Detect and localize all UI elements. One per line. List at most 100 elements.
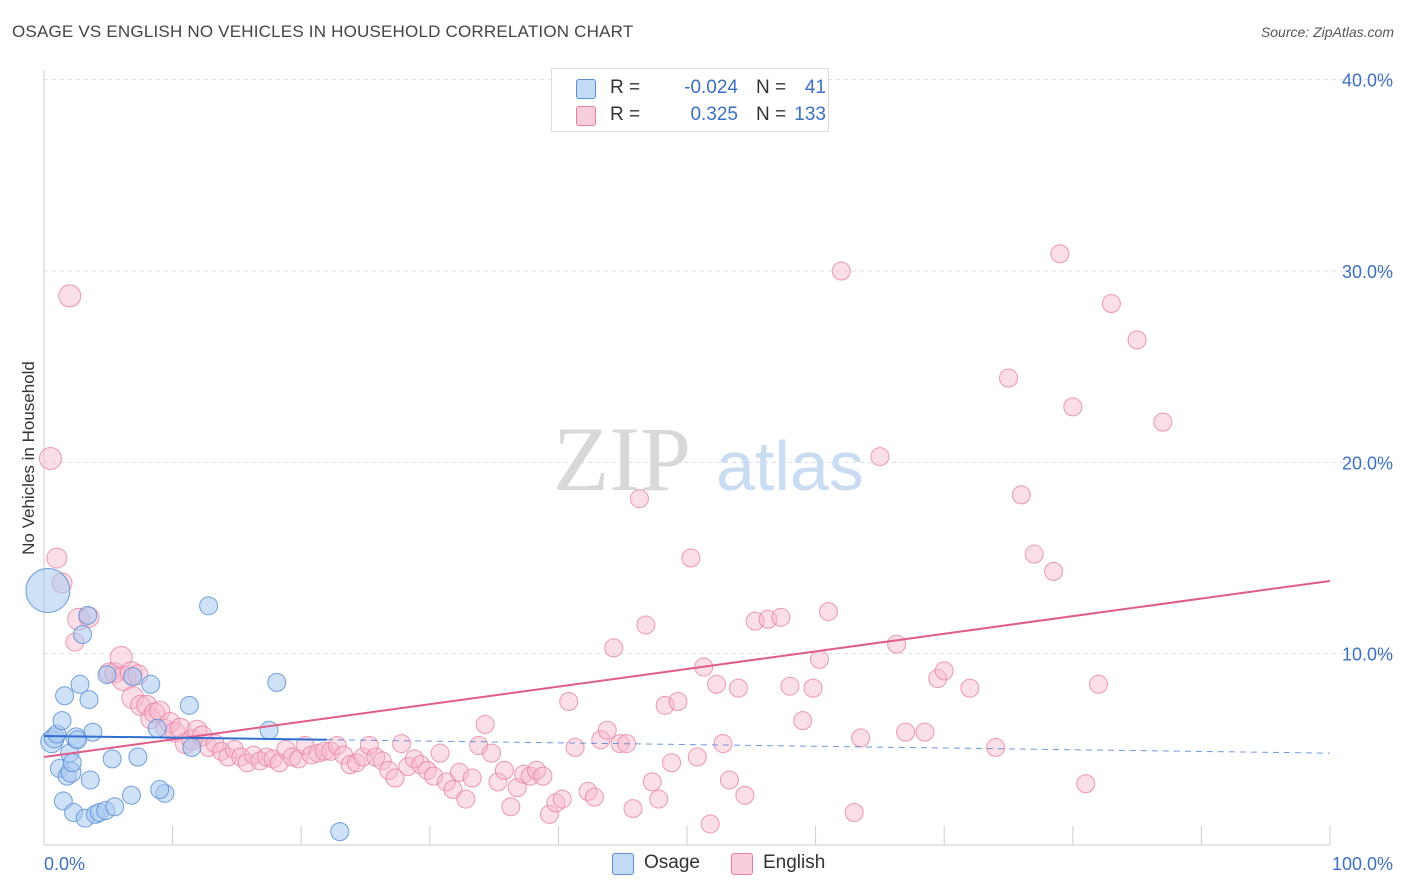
osage-point (259, 720, 279, 740)
english-point (533, 766, 553, 786)
osage-trend-line (43, 734, 327, 741)
osage-point (70, 674, 90, 694)
x-tick-label: 0.0% (44, 854, 85, 874)
english-point (539, 804, 559, 824)
english-point (719, 770, 739, 790)
english-point (818, 602, 838, 622)
y-tick-label: 20.0% (1342, 453, 1393, 473)
english-point (327, 736, 347, 756)
english-point (728, 678, 748, 698)
english-point (1063, 397, 1083, 417)
osage-point (62, 753, 82, 773)
english-point (870, 447, 890, 467)
osage-point (55, 686, 75, 706)
english-point (687, 747, 707, 767)
legend: R = -0.024 N = 41 R = 0.325 N = 133 (551, 68, 829, 132)
english-point (999, 368, 1018, 388)
bottom-legend-osage-label: Osage (644, 852, 700, 873)
english-point (256, 747, 276, 767)
chart-title: OSAGE VS ENGLISH NO VEHICLES IN HOUSEHOL… (12, 22, 634, 41)
osage-point (150, 780, 170, 800)
english-point (501, 797, 521, 817)
english-point (1153, 412, 1173, 432)
english-series (38, 244, 1173, 834)
english-point (636, 615, 656, 635)
trend-lines (43, 579, 1331, 758)
english-point (934, 661, 954, 681)
english-point (668, 692, 688, 711)
english-point (649, 789, 669, 809)
osage-point (182, 737, 202, 757)
english-point (803, 678, 823, 698)
osage-swatch (576, 79, 596, 99)
osage-swatch (612, 853, 634, 875)
english-point (928, 669, 948, 689)
english-point (809, 649, 829, 669)
osage-point (179, 695, 199, 715)
watermark-zip: ZIP (553, 408, 691, 510)
english-point (437, 772, 457, 792)
english-point (494, 760, 514, 780)
legend-r-value: 0.325 (690, 104, 738, 125)
english-point (771, 607, 791, 627)
english-point (359, 736, 379, 756)
osage-point (128, 747, 148, 767)
osage-point (147, 718, 167, 738)
english-point (276, 739, 296, 759)
english-point (1024, 544, 1044, 564)
axes (43, 70, 1331, 846)
english-point (424, 766, 444, 786)
legend-n-value: 41 (804, 77, 826, 98)
y-tick-label: 30.0% (1342, 262, 1393, 282)
english-point (896, 722, 916, 742)
tick-labels: 10.0% 20.0% 30.0% 40.0% 0.0% 100.0% (44, 71, 1393, 874)
english-point (449, 762, 469, 782)
english-point (46, 547, 68, 569)
english-point (960, 678, 980, 698)
english-point (1011, 485, 1031, 505)
english-point (713, 734, 733, 754)
legend-r-label: R = (610, 104, 641, 125)
english-point (597, 720, 617, 740)
osage-point (67, 730, 87, 750)
english-point (385, 768, 405, 788)
english-point (915, 722, 935, 742)
english-trend-line (43, 579, 1331, 758)
english-point (392, 734, 412, 754)
osage-point (105, 797, 125, 817)
legend-r-value: -0.024 (684, 77, 738, 98)
osage-point (52, 711, 72, 731)
english-point (655, 695, 675, 715)
english-point (314, 741, 334, 761)
y-tick-label: 10.0% (1342, 645, 1393, 665)
english-point (121, 686, 145, 710)
legend-n-value: 133 (794, 104, 826, 125)
english-point (793, 711, 813, 731)
english-point (443, 780, 463, 800)
osage-point (97, 665, 117, 685)
english-point (456, 789, 476, 809)
english-point (136, 694, 158, 716)
source-label: Source: ZipAtlas.com (1260, 24, 1394, 40)
english-point (372, 751, 392, 771)
english-point (514, 764, 534, 784)
osage-point (73, 625, 93, 645)
english-point (629, 489, 649, 509)
bottom-legend-english-label: English (763, 852, 826, 873)
y-axis-label: No Vehicles in Household (19, 361, 38, 555)
osage-point (25, 568, 71, 614)
english-point (38, 447, 62, 471)
gridlines (44, 79, 1392, 655)
english-swatch (731, 853, 753, 875)
english-point (707, 674, 727, 694)
osage-point (79, 690, 99, 710)
watermark-atlas: atlas (716, 427, 864, 505)
english-point (488, 772, 508, 792)
english-point (1101, 294, 1121, 314)
english-point (559, 692, 579, 711)
english-point (462, 768, 482, 788)
english-point (623, 799, 643, 819)
english-point (851, 728, 871, 748)
english-point (831, 261, 851, 281)
